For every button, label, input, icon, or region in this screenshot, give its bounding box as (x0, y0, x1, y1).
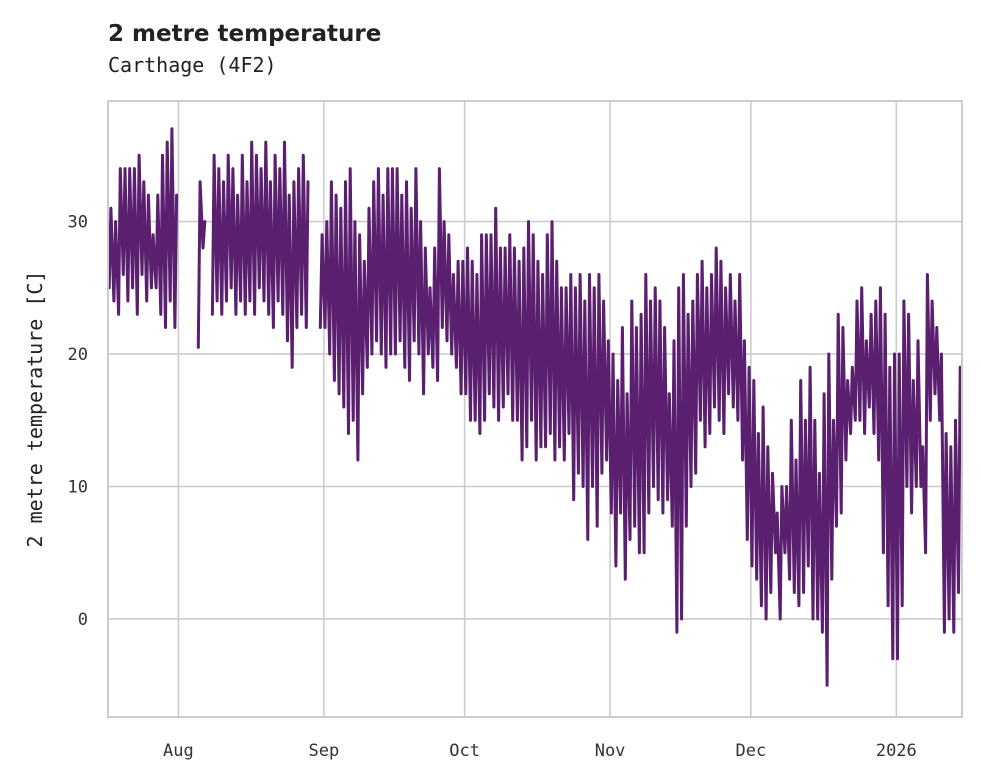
x-tick-label: Nov (595, 741, 626, 761)
series-group (107, 127, 962, 687)
temperature-line-segment (210, 140, 310, 369)
temperature-line-segment (318, 167, 962, 687)
y-axis: 0 10 20 30 (68, 213, 88, 630)
y-tick-label: 30 (68, 213, 88, 233)
x-axis: Aug Sep Oct Nov Dec 2026 (163, 741, 917, 761)
y-tick-label: 10 (68, 477, 88, 497)
x-tick-label: Dec (735, 741, 766, 761)
plot-frame (107, 100, 963, 718)
y-tick-label: 20 (68, 345, 88, 365)
chart-title: 2 metre temperature (108, 21, 381, 47)
temperature-line-segment (107, 127, 179, 329)
y-tick-label: 0 (78, 610, 88, 630)
x-tick-label: Oct (449, 741, 480, 761)
x-tick-label: 2026 (876, 741, 917, 761)
temperature-line-segment (196, 180, 207, 349)
chart-subtitle: Carthage (4F2) (108, 53, 277, 77)
x-tick-label: Sep (308, 741, 339, 761)
y-axis-label: 2 metre temperature [C] (23, 271, 47, 548)
x-tick-label: Aug (163, 741, 194, 761)
